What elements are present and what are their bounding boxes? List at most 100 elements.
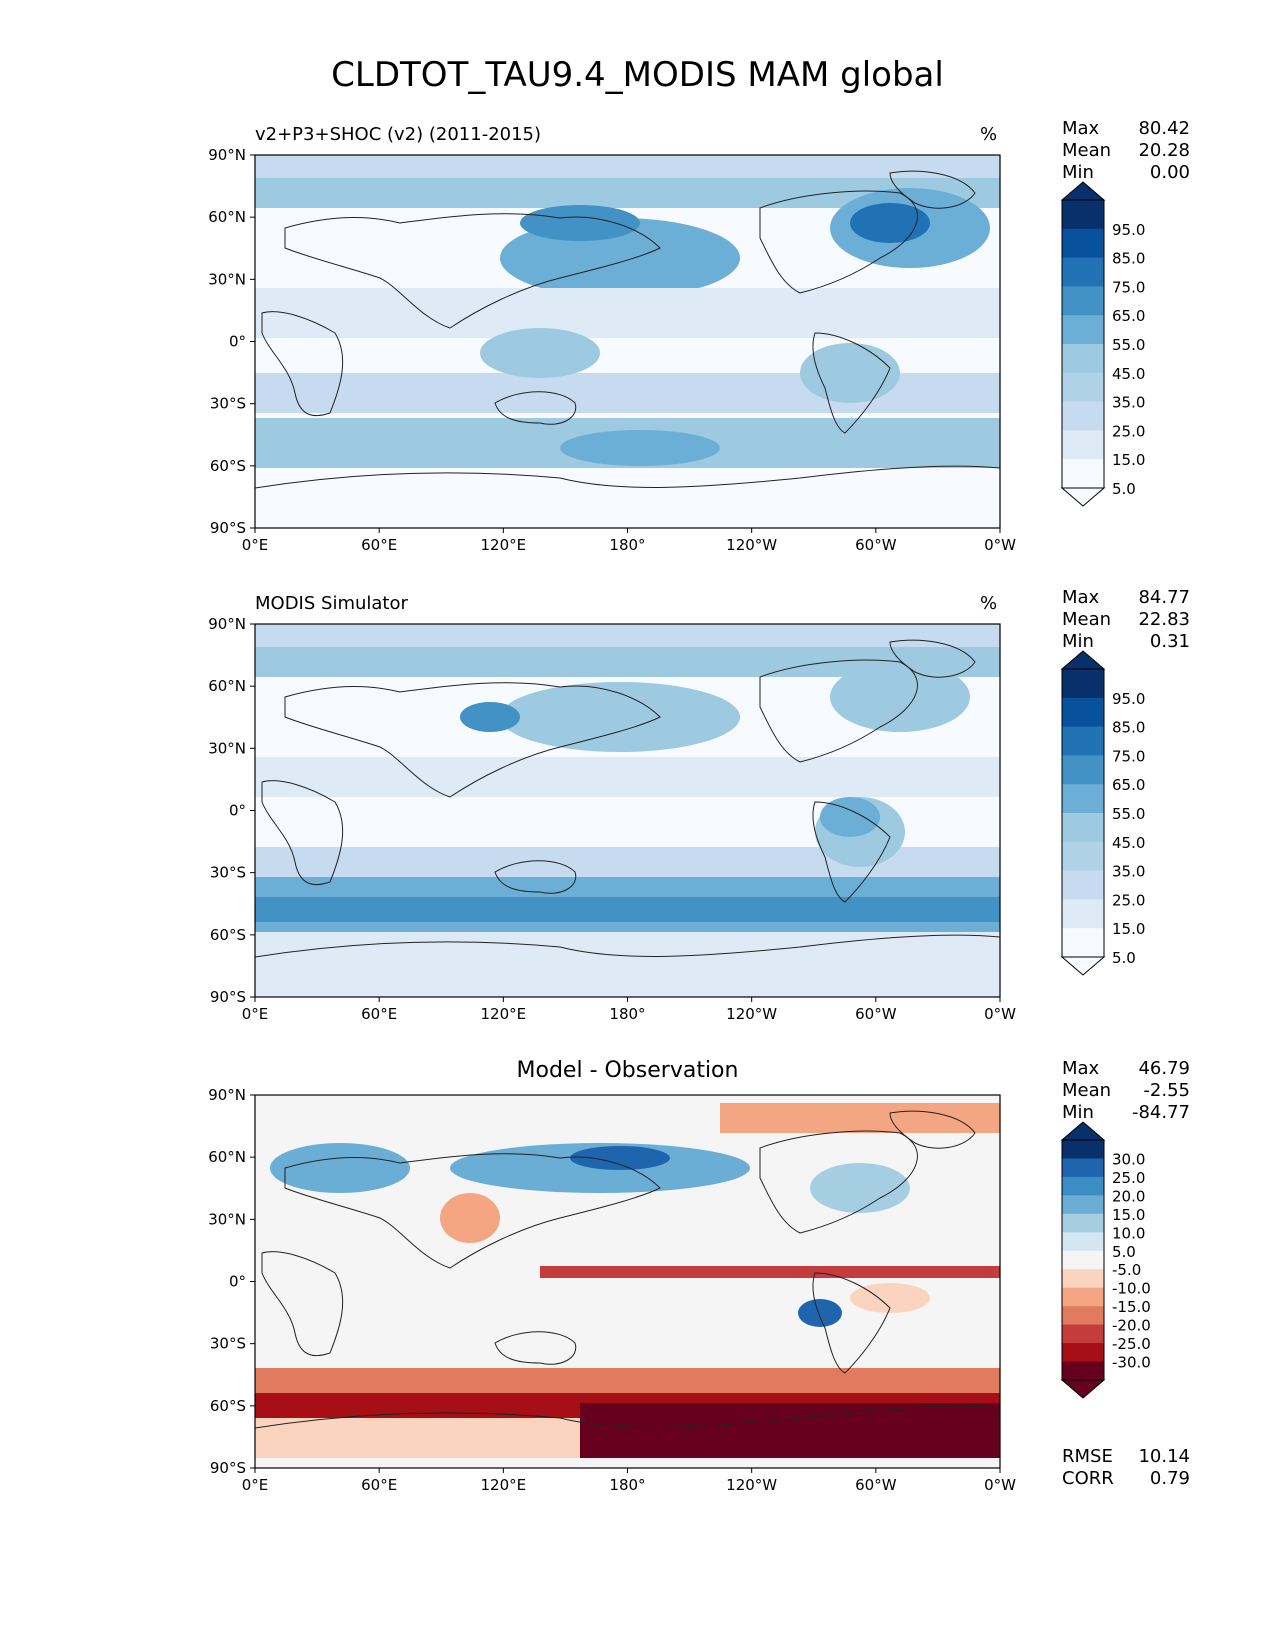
- lat-tick-label: 90°S: [210, 988, 246, 1006]
- colorbar-label: -30.0: [1112, 1354, 1151, 1372]
- colorbar-segment: [1062, 1306, 1104, 1326]
- colorbar-label: 55.0: [1112, 336, 1145, 354]
- colorbar-segment: [1062, 344, 1104, 374]
- coastlines: [255, 639, 1000, 958]
- colorbar-segment: [1062, 1195, 1104, 1215]
- colorbar-segment: [1062, 372, 1104, 403]
- colorbar-segment: [1062, 200, 1104, 230]
- colorbar-segment: [1062, 784, 1104, 814]
- lat-tick-label: 30°N: [208, 739, 246, 757]
- coastlines: [255, 170, 1000, 489]
- colorbar-label: 15.0: [1112, 1206, 1145, 1224]
- colorbar-label: 35.0: [1112, 394, 1145, 412]
- lon-tick-label: 0°W: [984, 536, 1016, 554]
- colorbar-segment: [1062, 257, 1104, 287]
- lat-tick-label: 60°N: [208, 677, 246, 695]
- colorbar-frame: [1061, 199, 1105, 489]
- colorbar-label: 85.0: [1112, 719, 1145, 737]
- lon-tick-label: 120°E: [481, 536, 527, 554]
- colorbar-extend-bottom: [1060, 1379, 1106, 1399]
- colorbar-label: 25.0: [1112, 422, 1145, 440]
- colorbar-segment: [1062, 1250, 1104, 1270]
- lon-tick-label: 0°W: [984, 1476, 1016, 1494]
- map-obs: 90°N 60°N 30°N 0° 30°S 60°S 90°S0°E 60°E 120°E 18…: [208, 615, 1145, 1023]
- lon-tick-label: 180°: [609, 1005, 645, 1023]
- lat-tick-label: 60°S: [210, 457, 246, 475]
- colorbar-extend-top: [1060, 1121, 1106, 1141]
- colorbar-segment: [1062, 286, 1104, 316]
- unit-label: %: [980, 124, 998, 145]
- colorbar-label: -5.0: [1112, 1261, 1141, 1279]
- colorbar-frame: [1061, 1139, 1105, 1381]
- lat-tick-label: 0°: [229, 1273, 246, 1291]
- lon-tick-label: 180°: [609, 1476, 645, 1494]
- colorbar-label: -20.0: [1112, 1317, 1151, 1335]
- lat-tick-label: 90°N: [208, 146, 246, 164]
- colorbar-segment: [1062, 228, 1104, 259]
- colorbar-segment: [1062, 669, 1104, 699]
- colorbar-extend-top: [1060, 181, 1106, 201]
- colorbar-segment: [1062, 1269, 1104, 1289]
- unit-label: %: [980, 593, 998, 614]
- lon-tick-label: 0°W: [984, 1005, 1016, 1023]
- colorbar-segment: [1062, 726, 1104, 756]
- colorbar-extend-bottom: [1060, 956, 1106, 976]
- colorbar-label: 35.0: [1112, 863, 1145, 881]
- panel-subtitle: v2+P3+SHOC (v2) (2011-2015): [255, 124, 542, 145]
- panel-subtitle: MODIS Simulator: [255, 593, 408, 614]
- panel-model: v2+P3+SHOC (v2) (2011-2015) %: [0, 118, 1275, 588]
- map-diff: 90°N 60°N 30°N 0° 30°S 60°S 90°S0°E 60°E 120°E 18…: [208, 1086, 1151, 1494]
- colorbar-segment: [1062, 1140, 1104, 1159]
- figure-title: CLDTOT_TAU9.4_MODIS MAM global: [331, 55, 944, 95]
- colorbar-segment: [1062, 870, 1104, 900]
- map-model: 90°N 60°N 30°N 0° 30°S 60°S 90°S0°E 60°E 120°E 18…: [208, 146, 1145, 554]
- lon-tick-label: 0°E: [242, 536, 269, 554]
- stats-block: Max 84.77 Mean 22.83 Min 0.31: [1062, 587, 1190, 652]
- lat-tick-label: 30°N: [208, 1210, 246, 1228]
- colorbar-label: 65.0: [1112, 307, 1145, 325]
- colorbar-segment: [1062, 755, 1104, 785]
- colorbar-segment: [1062, 899, 1104, 929]
- lon-tick-label: 120°E: [481, 1476, 527, 1494]
- coastlines: [255, 1110, 1000, 1429]
- colorbar-label: 15.0: [1112, 920, 1145, 938]
- colorbar-label: 10.0: [1112, 1224, 1145, 1242]
- colorbar-label: 95.0: [1112, 221, 1145, 239]
- lat-tick-label: 90°S: [210, 1459, 246, 1477]
- lon-tick-label: 60°W: [855, 1005, 897, 1023]
- colorbar-label: 65.0: [1112, 776, 1145, 794]
- colorbar-segment: [1062, 841, 1104, 872]
- colorbar-label: -15.0: [1112, 1298, 1151, 1316]
- lon-tick-label: 60°E: [361, 536, 397, 554]
- colorbar-segment: [1062, 1343, 1104, 1363]
- lat-tick-label: 90°N: [208, 1086, 246, 1104]
- colorbar-extend-bottom: [1060, 487, 1106, 507]
- panel-obs: MODIS Simulator %: [0, 587, 1275, 1057]
- panel-diff: Model - Observation: [0, 1058, 1275, 1528]
- lon-tick-label: 120°E: [481, 1005, 527, 1023]
- lon-tick-label: 120°W: [726, 536, 777, 554]
- lat-tick-label: 30°N: [208, 270, 246, 288]
- colorbar-label: 85.0: [1112, 250, 1145, 268]
- lat-tick-label: 30°S: [210, 1335, 246, 1353]
- colorbar-label: 55.0: [1112, 805, 1145, 823]
- metrics-block: RMSE 10.14 CORR 0.79: [1062, 1446, 1190, 1489]
- colorbar-segment: [1062, 1232, 1104, 1252]
- colorbar-label: 5.0: [1112, 949, 1136, 967]
- colorbar-segment: [1062, 1158, 1104, 1178]
- colorbar-label: -25.0: [1112, 1335, 1151, 1353]
- colorbar-extend-top: [1060, 650, 1106, 670]
- colorbar-label: 30.0: [1112, 1150, 1145, 1168]
- lat-tick-label: 60°N: [208, 208, 246, 226]
- colorbar-frame: [1061, 668, 1105, 958]
- panel-subtitle: Model - Observation: [516, 1058, 739, 1083]
- colorbar-label: 25.0: [1112, 891, 1145, 909]
- colorbar-segment: [1062, 1324, 1104, 1344]
- colorbar-label: 75.0: [1112, 747, 1145, 765]
- lon-tick-label: 120°W: [726, 1005, 777, 1023]
- lon-tick-label: 60°W: [855, 536, 897, 554]
- colorbar-segment: [1062, 401, 1104, 431]
- lat-tick-label: 60°S: [210, 1397, 246, 1415]
- lat-tick-label: 0°: [229, 802, 246, 820]
- lat-tick-label: 60°S: [210, 926, 246, 944]
